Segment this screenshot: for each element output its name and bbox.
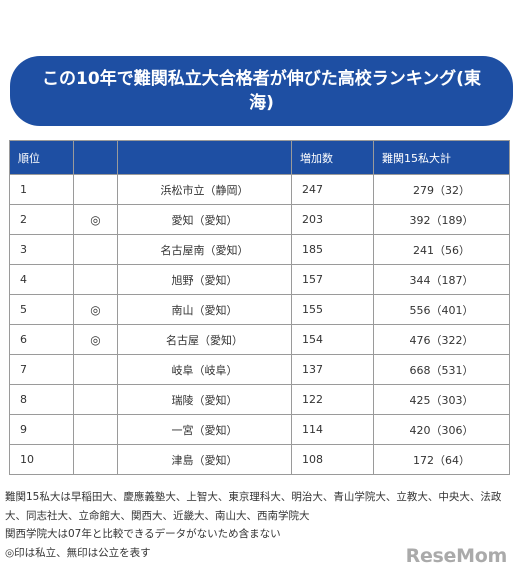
private-mark-cell [73,444,118,475]
logo-text: ReseMom [405,545,508,567]
increase-cell: 137 [291,354,374,385]
increase-cell: 154 [291,324,374,355]
rank-cell: 1 [9,174,74,205]
table-row: 2 ◎ 愛知（愛知） 203 392（189） [9,204,510,235]
increase-cell: 114 [291,414,374,445]
private-mark-cell [73,264,118,295]
rank-cell: 5 [9,294,74,325]
rank-cell: 4 [9,264,74,295]
private-mark-cell: ◎ [73,324,118,355]
table-row: 5 ◎ 南山（愛知） 155 556（401） [9,294,510,325]
rank-cell: 6 [9,324,74,355]
school-cell: 南山（愛知） [117,294,292,325]
increase-cell: 203 [291,204,374,235]
school-cell: 愛知（愛知） [117,204,292,235]
school-cell: 一宮（愛知） [117,414,292,445]
total-cell: 392（189） [373,204,510,235]
rank-cell: 10 [9,444,74,475]
header-mark [73,140,118,175]
total-cell: 279（32） [373,174,510,205]
table-row: 9 一宮（愛知） 114 420（306） [9,414,510,445]
increase-cell: 247 [291,174,374,205]
ranking-table: 順位 増加数 難関15私大計 1 浜松市立（静岡） 247 279（32） 2 ◎ 愛知（愛… [9,140,510,475]
rank-cell: 8 [9,384,74,415]
school-cell: 名古屋南（愛知） [117,234,292,265]
header-school [117,140,292,175]
table-row: 6 ◎ 名古屋（愛知） 154 476（322） [9,324,510,355]
rank-cell: 7 [9,354,74,385]
table-row: 10 津島（愛知） 108 172（64） [9,444,510,475]
school-cell: 瑞陵（愛知） [117,384,292,415]
header-total: 難関15私大計 [373,140,510,175]
total-cell: 241（56） [373,234,510,265]
increase-cell: 108 [291,444,374,475]
header-increase: 増加数 [291,140,374,175]
rank-cell: 3 [9,234,74,265]
rank-cell: 9 [9,414,74,445]
total-cell: 420（306） [373,414,510,445]
resemom-logo: ReseMom [405,545,508,567]
rank-cell: 2 [9,204,74,235]
header-rank: 順位 [9,140,74,175]
increase-cell: 122 [291,384,374,415]
private-mark-cell: ◎ [73,204,118,235]
total-cell: 344（187） [373,264,510,295]
total-cell: 668（531） [373,354,510,385]
increase-cell: 185 [291,234,374,265]
school-cell: 浜松市立（静岡） [117,174,292,205]
school-cell: 岐阜（岐阜） [117,354,292,385]
school-cell: 名古屋（愛知） [117,324,292,355]
private-mark-cell [73,414,118,445]
table-row: 3 名古屋南（愛知） 185 241（56） [9,234,510,265]
table-row: 8 瑞陵（愛知） 122 425（303） [9,384,510,415]
private-mark-cell [73,354,118,385]
table-row: 4 旭野（愛知） 157 344（187） [9,264,510,295]
total-cell: 476（322） [373,324,510,355]
table-header-row: 順位 増加数 難関15私大計 [9,140,510,175]
page-title: この10年で難関私立大合格者が伸びた高校ランキング(東海) [10,56,513,126]
increase-cell: 157 [291,264,374,295]
total-cell: 425（303） [373,384,510,415]
school-cell: 津島（愛知） [117,444,292,475]
private-mark-cell [73,384,118,415]
increase-cell: 155 [291,294,374,325]
total-cell: 556（401） [373,294,510,325]
total-cell: 172（64） [373,444,510,475]
school-cell: 旭野（愛知） [117,264,292,295]
footnotes: 難関15私大は早稲田大、慶應義塾大、上智大、東京理科大、明治大、青山学院大、立教… [5,488,517,562]
private-mark-cell: ◎ [73,294,118,325]
table-row: 1 浜松市立（静岡） 247 279（32） [9,174,510,205]
footnote-kwansei: 関西学院大は07年と比較できるデータがないため含まない [5,528,281,540]
footnote-legend: ◎印は私立、無印は公立を表す [5,546,151,559]
private-mark-cell [73,174,118,205]
table-row: 7 岐阜（岐阜） 137 668（531） [9,354,510,385]
private-mark-cell [73,234,118,265]
footnote-universities: 難関15私大は早稲田大、慶應義塾大、上智大、東京理科大、明治大、青山学院大、立教… [5,491,502,522]
